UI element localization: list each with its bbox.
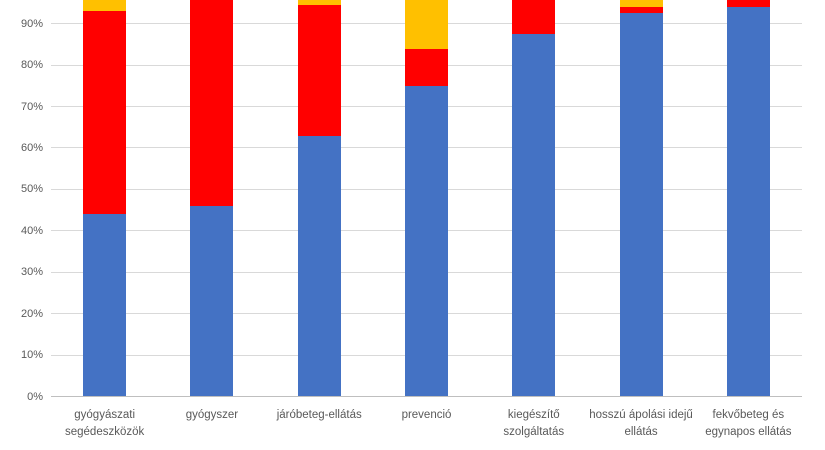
bar-segment-red: [405, 48, 448, 86]
bar-segment-red: [619, 7, 663, 14]
x-category-label: prevenció: [401, 409, 452, 421]
bar-segment-blue: [190, 205, 234, 397]
y-tick-label: 10%: [20, 349, 43, 362]
bar-segment-red: [83, 11, 127, 215]
x-category-label: gyógyszer: [185, 409, 239, 421]
y-tick-label: 20%: [20, 307, 43, 320]
y-tick-label: 70%: [20, 100, 43, 113]
bar-segment-red: [297, 5, 341, 136]
x-axis-line: [51, 396, 802, 397]
x-category-label: gyógyászati segédeszközök: [65, 409, 145, 438]
bar-segment-blue: [619, 13, 663, 397]
bar-segment-yellow: [405, 0, 448, 49]
y-tick-label: 0%: [27, 390, 43, 403]
y-tick-label: 90%: [20, 17, 43, 30]
y-tick-label: 50%: [20, 183, 43, 196]
bar-segment-red: [726, 0, 770, 8]
x-category-label: járóbeteg-ellátás: [276, 409, 362, 421]
bar-segment-yellow: [83, 0, 127, 12]
bar-segment-red: [190, 0, 234, 206]
x-category-label: fekvőbeteg és egynapos ellátás: [705, 409, 792, 438]
bar-segment-blue: [512, 34, 556, 397]
bar-segment-blue: [405, 85, 448, 397]
x-category-label: kiegészítő szolgáltatás: [503, 409, 565, 438]
y-tick-label: 60%: [20, 141, 43, 154]
bar-segment-yellow: [297, 0, 341, 6]
x-category-label: hosszú ápolási idejű ellátás: [589, 409, 693, 438]
y-tick-label: 80%: [20, 59, 43, 72]
bar-segment-red: [512, 0, 556, 35]
bar-segment-yellow: [619, 0, 663, 8]
bar-segment-blue: [83, 214, 127, 397]
bar-segment-blue: [726, 7, 770, 397]
y-tick-label: 30%: [20, 266, 43, 279]
y-tick-label: 40%: [20, 224, 43, 237]
bar-segment-blue: [297, 135, 341, 397]
